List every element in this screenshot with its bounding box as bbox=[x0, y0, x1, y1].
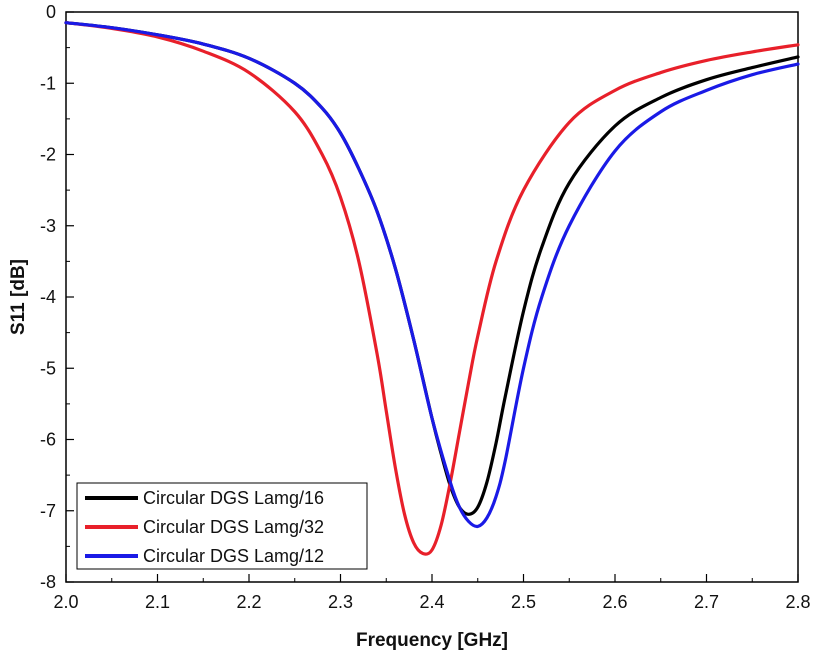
y-tick-label--3: -3 bbox=[40, 216, 56, 236]
legend-label-lamg12: Circular DGS Lamg/12 bbox=[143, 546, 324, 566]
legend-label-lamg32: Circular DGS Lamg/32 bbox=[143, 517, 324, 537]
y-tick-label-0: 0 bbox=[46, 2, 56, 22]
x-tick-label-2.7: 2.7 bbox=[694, 592, 719, 612]
y-tick-label--8: -8 bbox=[40, 572, 56, 592]
x-tick-label-2.5: 2.5 bbox=[511, 592, 536, 612]
x-axis-title: Frequency [GHz] bbox=[356, 630, 508, 651]
series-line-lamg32 bbox=[64, 21, 800, 556]
legend: Circular DGS Lamg/16 Circular DGS Lamg/3… bbox=[76, 482, 368, 570]
y-tick-label--1: -1 bbox=[40, 73, 56, 93]
legend-label-lamg16: Circular DGS Lamg/16 bbox=[143, 488, 324, 508]
y-tick-label--6: -6 bbox=[40, 430, 56, 450]
y-tick-label--7: -7 bbox=[40, 501, 56, 521]
x-tick-label-2.3: 2.3 bbox=[328, 592, 353, 612]
x-tick-label-2.4: 2.4 bbox=[419, 592, 444, 612]
x-tick-label-2.0: 2.0 bbox=[53, 592, 78, 612]
x-tick-label-2.6: 2.6 bbox=[602, 592, 627, 612]
series-lines bbox=[64, 21, 800, 556]
y-tick-label--4: -4 bbox=[40, 287, 56, 307]
series-line-lamg12 bbox=[64, 21, 800, 529]
x-tick-label-2.2: 2.2 bbox=[236, 592, 261, 612]
y-axis-title: S11 [dB] bbox=[8, 259, 29, 335]
x-tick-label-2.1: 2.1 bbox=[145, 592, 170, 612]
axis-ticks bbox=[65, 11, 799, 583]
x-tick-label-2.8: 2.8 bbox=[785, 592, 810, 612]
y-tick-label--2: -2 bbox=[40, 145, 56, 165]
y-tick-label--5: -5 bbox=[40, 358, 56, 378]
axis-tick-labels: 2.0 2.1 2.2 2.3 2.4 2.5 2.6 2.7 2.8 0 -1 -2 -3 -4 -5 -6… bbox=[40, 2, 811, 612]
